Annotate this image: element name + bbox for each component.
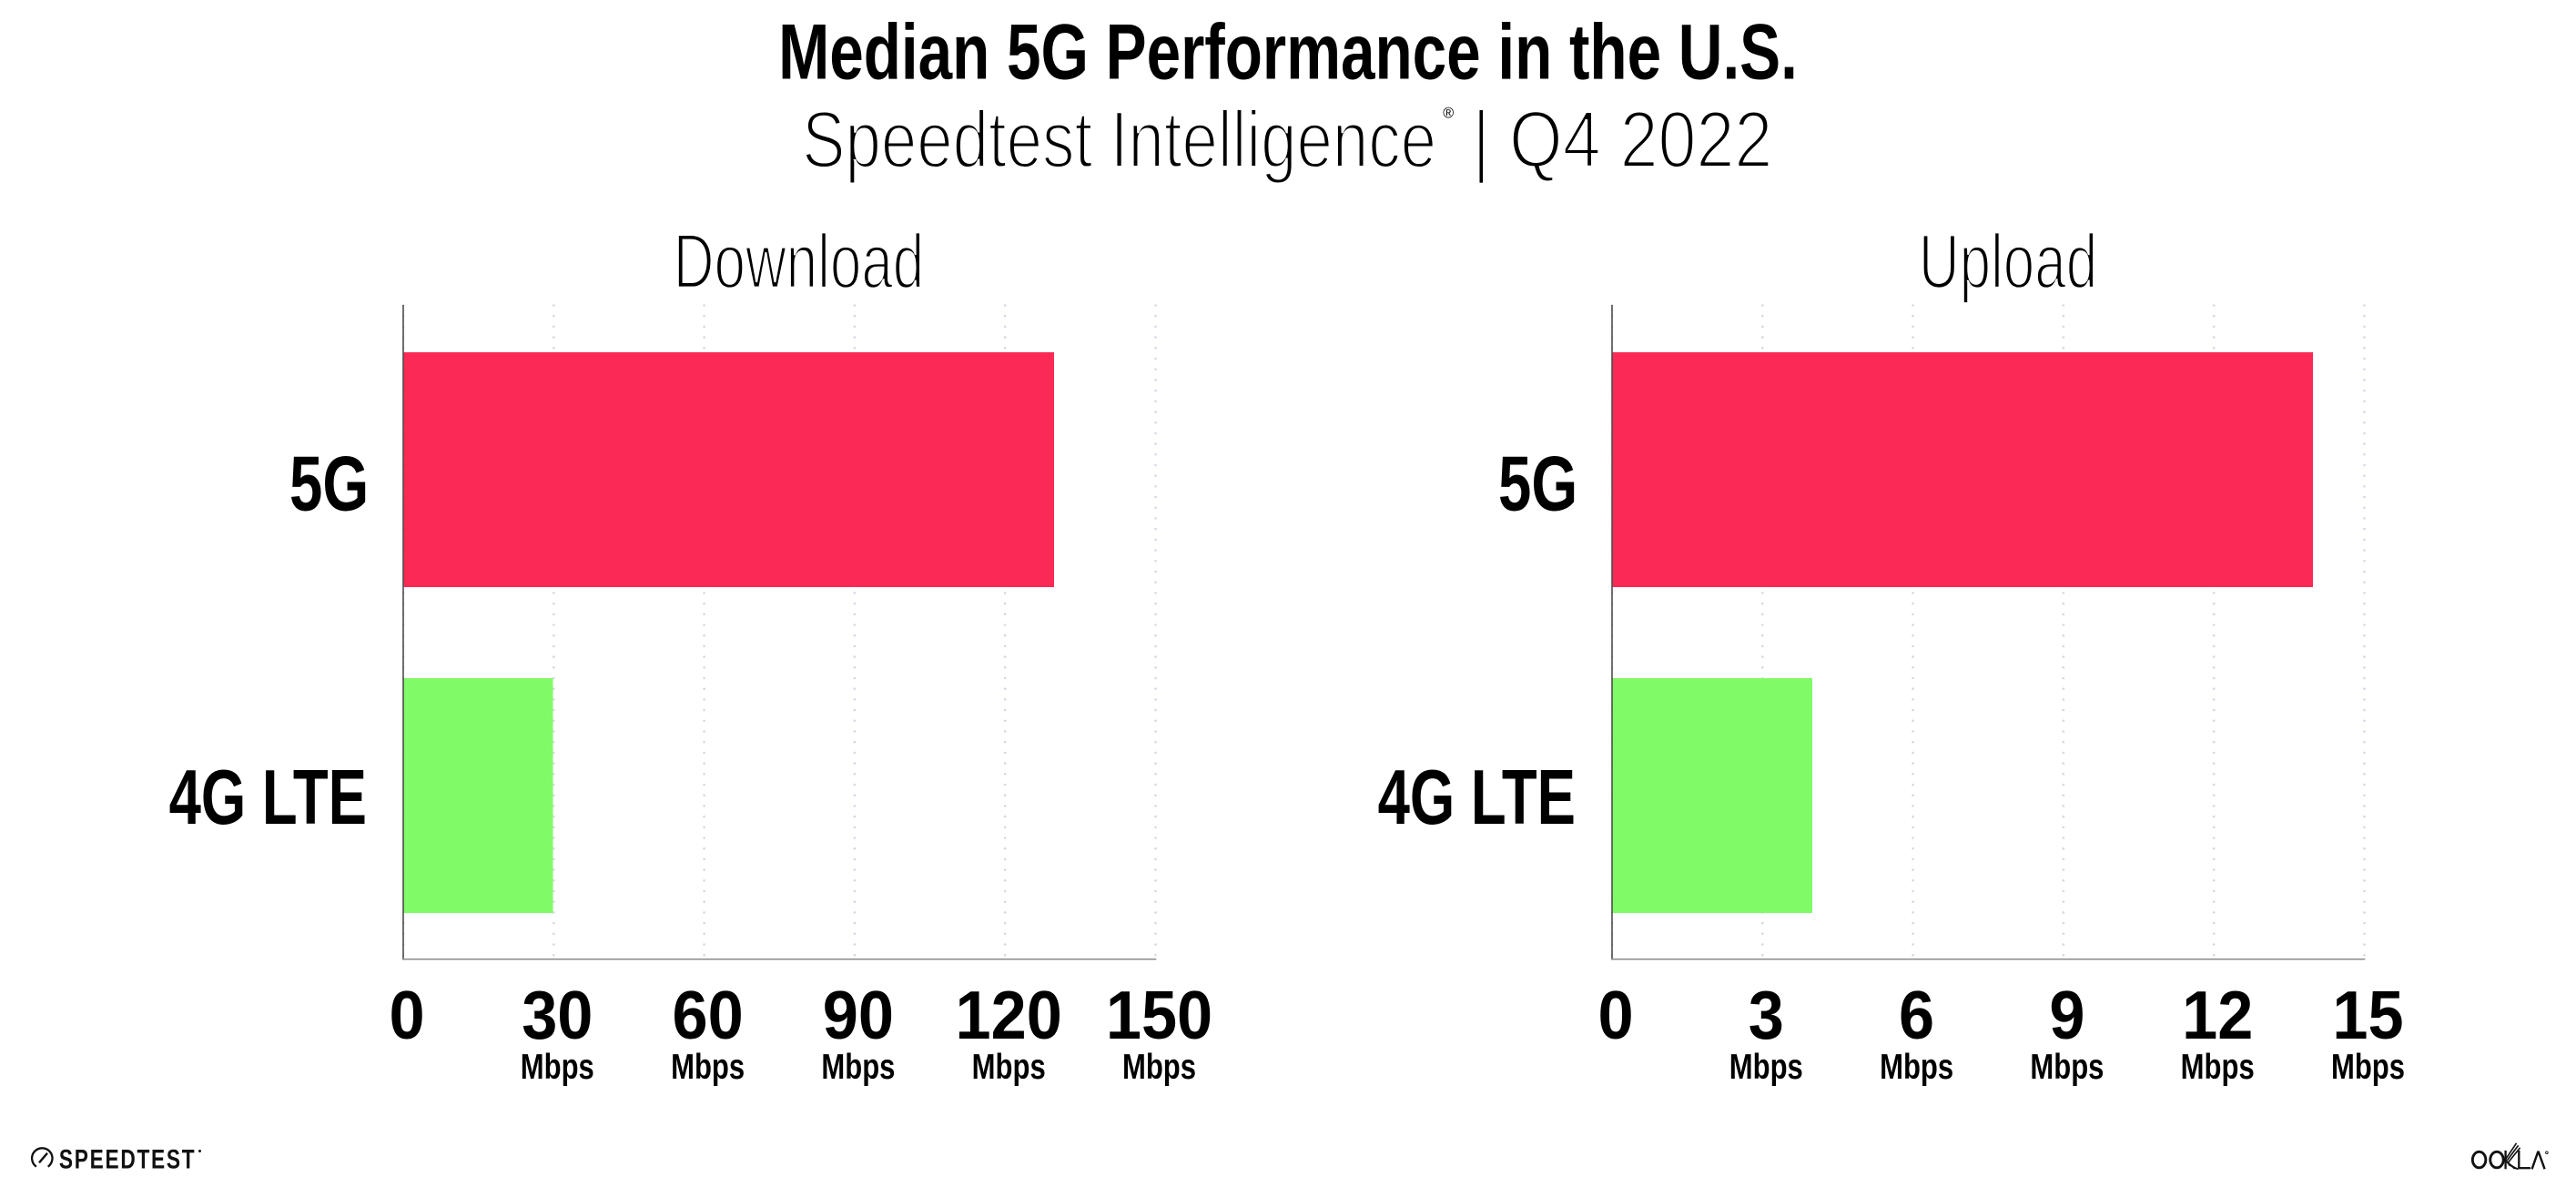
- svg-text:150: 150: [1106, 978, 1212, 1054]
- svg-text:90: 90: [823, 978, 894, 1054]
- svg-text:Mbps: Mbps: [2331, 1048, 2405, 1087]
- svg-text:3: 3: [1749, 978, 1784, 1054]
- svg-text:Mbps: Mbps: [1122, 1048, 1196, 1087]
- svg-text:5G: 5G: [1498, 441, 1577, 527]
- svg-text:Mbps: Mbps: [671, 1048, 745, 1087]
- svg-text:Speedtest Intelligence: Speedtest Intelligence: [802, 95, 1436, 184]
- svg-text:Mbps: Mbps: [2181, 1048, 2255, 1087]
- svg-text:12: 12: [2182, 978, 2253, 1054]
- svg-text:60: 60: [672, 978, 743, 1054]
- svg-text:6: 6: [1899, 978, 1934, 1054]
- svg-text:Download: Download: [674, 218, 924, 304]
- svg-text:SPEEDTEST: SPEEDTEST: [59, 1144, 196, 1175]
- svg-text:Median 5G Performance in the U: Median 5G Performance in the U.S.: [778, 9, 1798, 96]
- svg-text:120: 120: [956, 978, 1062, 1054]
- svg-text:4G LTE: 4G LTE: [1378, 754, 1576, 840]
- svg-text:| Q4 2022: | Q4 2022: [1473, 96, 1773, 185]
- svg-text:4G LTE: 4G LTE: [169, 754, 367, 840]
- svg-text:5G: 5G: [289, 441, 369, 527]
- svg-text:Mbps: Mbps: [1880, 1048, 1953, 1087]
- svg-text:Mbps: Mbps: [1729, 1048, 1803, 1087]
- svg-text:0: 0: [389, 978, 424, 1054]
- svg-text:30: 30: [522, 978, 593, 1054]
- svg-text:15: 15: [2332, 978, 2403, 1054]
- svg-text:0: 0: [1597, 978, 1633, 1054]
- svg-text:Mbps: Mbps: [972, 1048, 1046, 1087]
- svg-text:Mbps: Mbps: [521, 1048, 594, 1087]
- svg-text:Mbps: Mbps: [2030, 1048, 2104, 1087]
- svg-text:Upload: Upload: [1919, 218, 2097, 304]
- svg-text:®: ®: [1443, 106, 1454, 122]
- svg-text:9: 9: [2049, 978, 2084, 1054]
- svg-text:Mbps: Mbps: [821, 1048, 895, 1087]
